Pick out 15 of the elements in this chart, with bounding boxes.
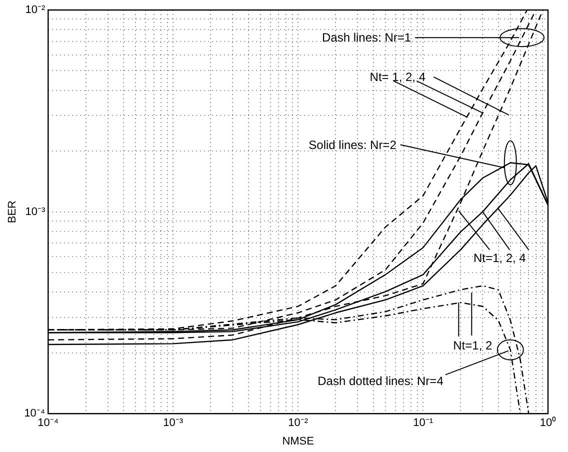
x-axis-title: NMSE (282, 435, 314, 448)
y-axis-title: BER (6, 200, 19, 224)
annotation: Dash lines: Nr=1 (322, 30, 412, 45)
annotation: Dash dotted lines: Nr=4 (318, 374, 444, 388)
annotation: Nt=1, 2 (453, 338, 492, 353)
y-tick-label: 10⁻³ (25, 206, 46, 218)
x-tick-label: 10⁻³ (163, 417, 184, 430)
annotation: Nt=1, 2, 4 (473, 250, 526, 265)
x-tick-label: 10⁻¹ (413, 417, 434, 430)
annotation: Solid lines: Nr=2 (308, 138, 397, 152)
x-tick-label: 10⁰ (540, 416, 556, 430)
x-tick-label: 10⁻⁴ (38, 417, 59, 430)
annotation: Nt= 1, 2, 4 (370, 70, 426, 84)
y-tick-label: 10⁻² (25, 4, 46, 16)
x-tick-label: 10⁻² (288, 417, 308, 430)
